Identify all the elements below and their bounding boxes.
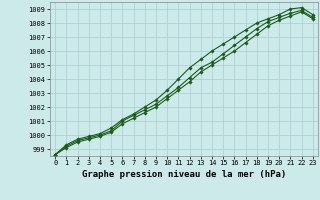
X-axis label: Graphe pression niveau de la mer (hPa): Graphe pression niveau de la mer (hPa)	[82, 170, 286, 179]
